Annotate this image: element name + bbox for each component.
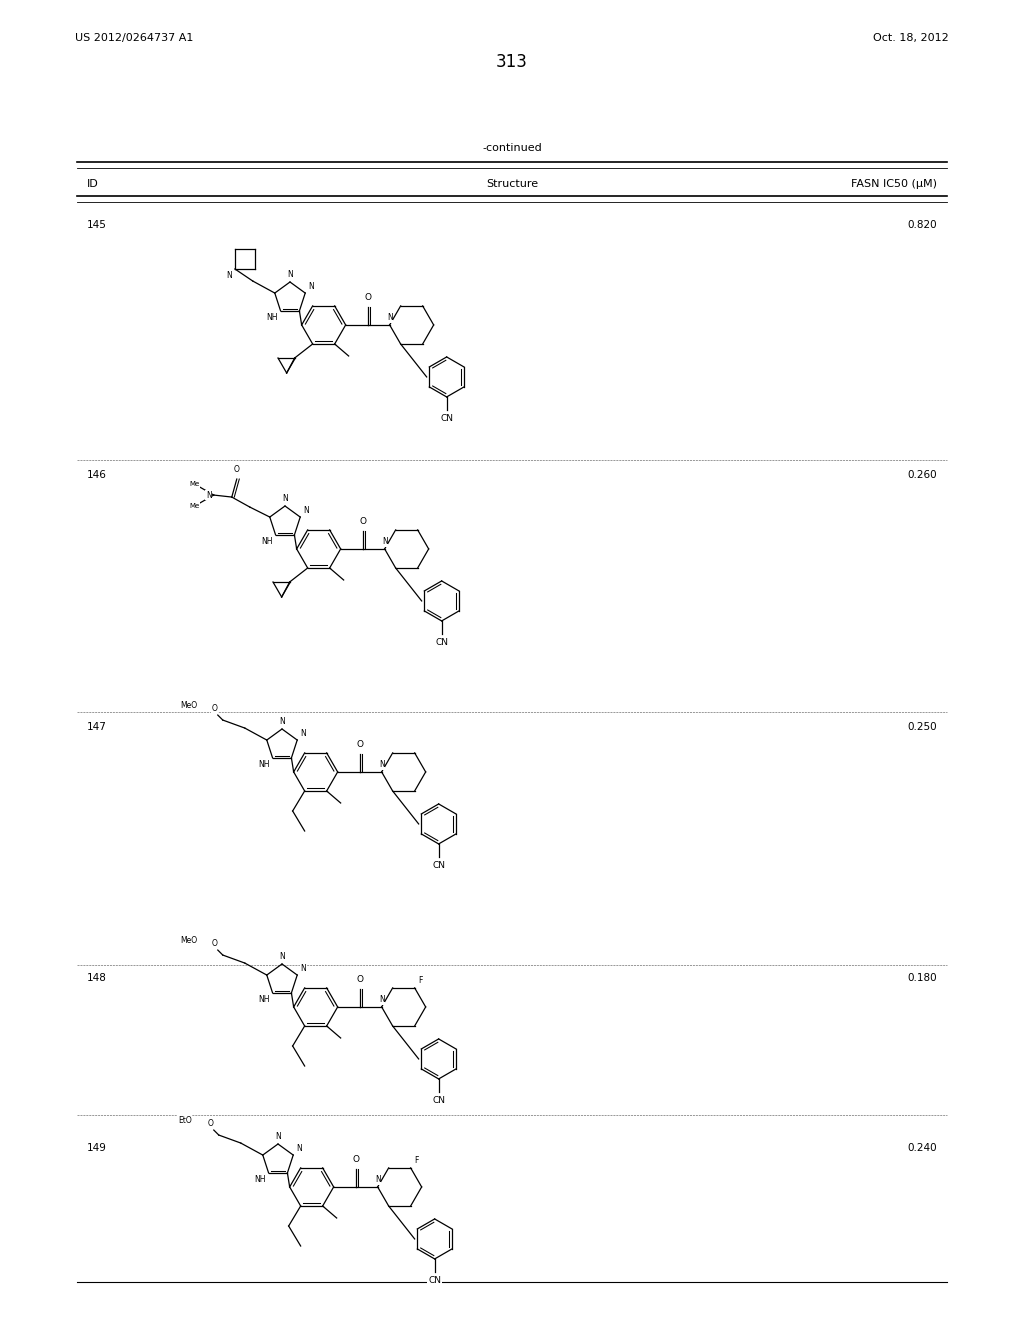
Text: 0.820: 0.820 bbox=[907, 220, 937, 230]
Text: O: O bbox=[365, 293, 371, 302]
Text: 147: 147 bbox=[87, 722, 106, 733]
Text: NH: NH bbox=[258, 760, 269, 770]
Text: 0.180: 0.180 bbox=[907, 973, 937, 983]
Text: F: F bbox=[419, 975, 423, 985]
Text: N: N bbox=[300, 964, 306, 973]
Text: EtO: EtO bbox=[178, 1115, 191, 1125]
Text: N: N bbox=[387, 313, 392, 322]
Text: O: O bbox=[212, 939, 218, 948]
Text: Me: Me bbox=[189, 480, 200, 487]
Text: N: N bbox=[280, 717, 285, 726]
Text: CN: CN bbox=[432, 1096, 445, 1105]
Text: CN: CN bbox=[440, 414, 454, 422]
Text: 0.240: 0.240 bbox=[907, 1143, 937, 1152]
Text: US 2012/0264737 A1: US 2012/0264737 A1 bbox=[75, 33, 194, 44]
Text: NH: NH bbox=[261, 537, 272, 546]
Text: N: N bbox=[303, 506, 309, 515]
Text: N: N bbox=[275, 1133, 281, 1140]
Text: MeO: MeO bbox=[180, 936, 198, 945]
Text: 145: 145 bbox=[87, 220, 106, 230]
Text: N: N bbox=[226, 271, 231, 280]
Text: CN: CN bbox=[432, 861, 445, 870]
Text: 0.250: 0.250 bbox=[907, 722, 937, 733]
Text: CN: CN bbox=[428, 1276, 441, 1284]
Text: FASN IC50 (μM): FASN IC50 (μM) bbox=[851, 180, 937, 189]
Text: O: O bbox=[356, 975, 364, 983]
Text: MeO: MeO bbox=[180, 701, 198, 710]
Text: Oct. 18, 2012: Oct. 18, 2012 bbox=[873, 33, 949, 44]
Text: N: N bbox=[375, 1175, 381, 1184]
Text: NH: NH bbox=[266, 313, 278, 322]
Text: 148: 148 bbox=[87, 973, 106, 983]
Text: N: N bbox=[382, 537, 387, 546]
Text: N: N bbox=[287, 271, 293, 279]
Text: 149: 149 bbox=[87, 1143, 106, 1152]
Text: N: N bbox=[300, 729, 306, 738]
Text: ID: ID bbox=[87, 180, 98, 189]
Text: O: O bbox=[359, 517, 367, 525]
Text: N: N bbox=[379, 760, 385, 770]
Text: F: F bbox=[415, 1156, 419, 1164]
Text: -continued: -continued bbox=[482, 143, 542, 153]
Text: O: O bbox=[212, 704, 218, 713]
Text: N: N bbox=[379, 995, 385, 1005]
Text: N: N bbox=[280, 952, 285, 961]
Text: Me: Me bbox=[189, 503, 200, 510]
Text: N: N bbox=[308, 282, 314, 290]
Text: O: O bbox=[208, 1119, 214, 1129]
Text: CN: CN bbox=[435, 638, 449, 647]
Text: Structure: Structure bbox=[486, 180, 538, 189]
Text: O: O bbox=[352, 1155, 359, 1164]
Text: NH: NH bbox=[258, 995, 269, 1005]
Text: NH: NH bbox=[254, 1175, 265, 1184]
Text: N: N bbox=[283, 494, 288, 503]
Text: 0.260: 0.260 bbox=[907, 470, 937, 480]
Text: O: O bbox=[233, 465, 240, 474]
Text: N: N bbox=[296, 1144, 302, 1154]
Text: 146: 146 bbox=[87, 470, 106, 480]
Text: 313: 313 bbox=[496, 53, 528, 71]
Text: O: O bbox=[356, 741, 364, 748]
Text: N: N bbox=[206, 491, 212, 499]
